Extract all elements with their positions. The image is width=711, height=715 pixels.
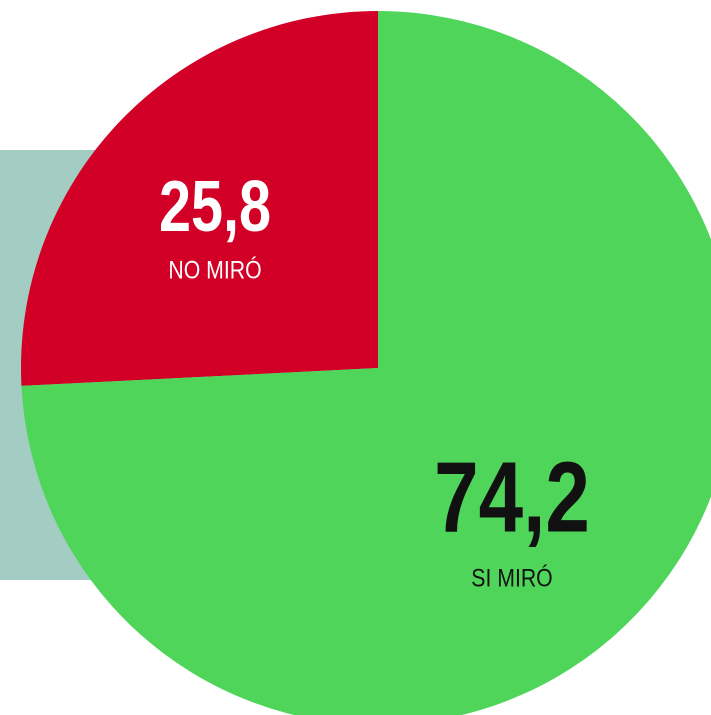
value-label: 74,2 [434,442,590,554]
category-label: SI MIRÓ [471,564,552,592]
category-label: NO MIRÓ [168,256,261,284]
pie-slice [21,11,711,715]
value-label: 25,8 [159,166,271,247]
pie-slice [20,11,378,386]
